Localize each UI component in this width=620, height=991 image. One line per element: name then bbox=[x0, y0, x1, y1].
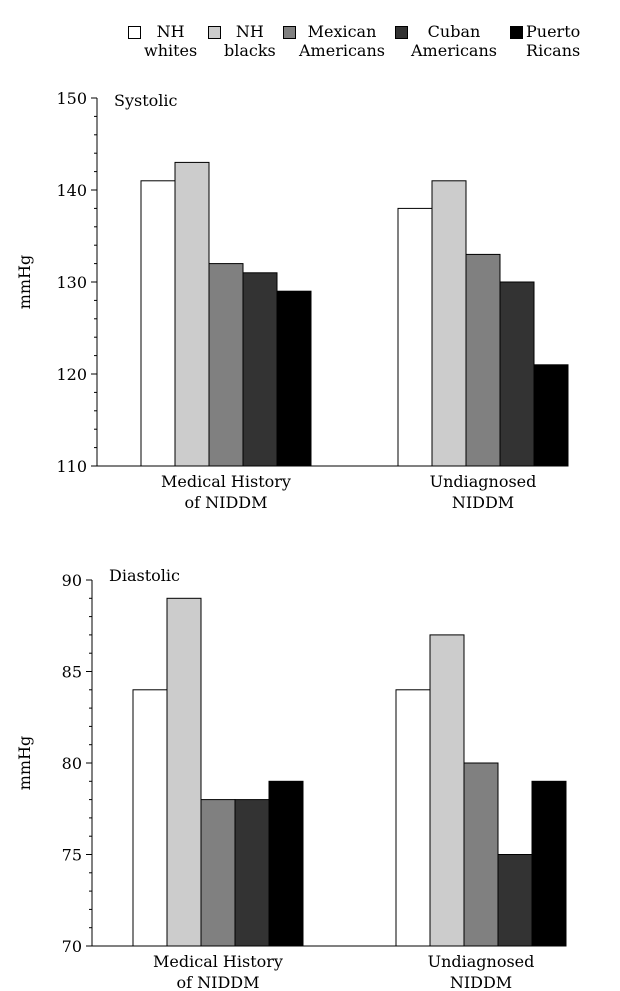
category-label-line2: of NIDDM bbox=[185, 493, 268, 512]
bar-0-1-0 bbox=[174, 161, 210, 467]
y-tick-label: 110 bbox=[56, 457, 87, 476]
bar-0-2-1 bbox=[465, 253, 501, 467]
bar-0-3-1 bbox=[499, 281, 535, 467]
bar-0-3-0 bbox=[242, 272, 278, 467]
legend-swatch-puerto-ricans bbox=[510, 26, 523, 39]
legend-swatch-nh-whites bbox=[128, 26, 141, 39]
legend-label-line1: Puerto bbox=[526, 22, 581, 41]
y-tick-label: 85 bbox=[62, 663, 82, 682]
legend-label-line2: blacks bbox=[224, 41, 276, 60]
legend-label-nh-whites: NH whites bbox=[144, 22, 197, 60]
y-tick-label: 120 bbox=[56, 365, 87, 384]
bar-1-0-0 bbox=[132, 689, 168, 947]
legend: NH whites NH blacks Mexican Americans Cuban… bbox=[128, 22, 608, 62]
legend-label-line1: Cuban bbox=[427, 22, 481, 41]
legend-label-line2: Americans bbox=[411, 41, 497, 60]
category-label-line1: Medical History bbox=[161, 472, 291, 491]
bar-1-3-1 bbox=[497, 854, 533, 947]
bar-1-4-0 bbox=[268, 780, 304, 947]
legend-swatch-mexican-americans bbox=[283, 26, 296, 39]
legend-label-nh-blacks: NH blacks bbox=[224, 22, 276, 60]
legend-label-cuban-americans: Cuban Americans bbox=[411, 22, 497, 60]
legend-label-line2: Americans bbox=[299, 41, 385, 60]
legend-swatch-nh-blacks bbox=[208, 26, 221, 39]
bar-0-2-0 bbox=[208, 263, 244, 467]
y-axis-label: mmHg bbox=[15, 255, 34, 310]
legend-label-puerto-ricans: Puerto Ricans bbox=[526, 22, 580, 60]
y-tick-label: 70 bbox=[62, 937, 82, 956]
category-label-line1: Undiagnosed bbox=[430, 472, 537, 491]
category-label-line2: NIDDM bbox=[450, 973, 512, 991]
y-tick-label: 75 bbox=[62, 846, 82, 865]
legend-label-line2: Ricans bbox=[526, 41, 581, 60]
y-tick-label: 90 bbox=[62, 571, 82, 590]
y-tick-label: 130 bbox=[56, 273, 87, 292]
bar-1-0-1 bbox=[395, 689, 431, 947]
legend-label-line2: whites bbox=[144, 41, 198, 60]
bar-0-4-1 bbox=[533, 364, 569, 467]
chart-title: Systolic bbox=[114, 91, 178, 110]
bar-1-2-0 bbox=[200, 799, 236, 947]
bar-1-3-0 bbox=[234, 799, 270, 947]
chart-title: Diastolic bbox=[109, 566, 180, 585]
bar-1-4-1 bbox=[531, 780, 567, 947]
y-tick-label: 150 bbox=[56, 89, 87, 108]
category-label-line2: of NIDDM bbox=[177, 973, 260, 991]
bar-0-4-0 bbox=[276, 290, 312, 467]
y-tick-label: 80 bbox=[62, 754, 82, 773]
bar-1-1-1 bbox=[429, 634, 465, 947]
y-axis-label: mmHg bbox=[15, 736, 34, 791]
category-label-line1: Undiagnosed bbox=[428, 952, 535, 971]
bar-0-0-1 bbox=[397, 207, 433, 467]
bar-1-2-1 bbox=[463, 762, 499, 947]
bar-0-1-1 bbox=[431, 180, 467, 467]
category-label-line1: Medical History bbox=[153, 952, 283, 971]
bar-1-1-0 bbox=[166, 597, 202, 947]
legend-label-mexican-americans: Mexican Americans bbox=[299, 22, 385, 60]
y-tick-label: 140 bbox=[56, 181, 87, 200]
category-label-line2: NIDDM bbox=[452, 493, 514, 512]
legend-label-line1: NH bbox=[156, 22, 185, 41]
legend-label-line1: NH bbox=[235, 22, 264, 41]
legend-swatch-cuban-americans bbox=[395, 26, 408, 39]
legend-label-line1: Mexican bbox=[307, 22, 377, 41]
bar-0-0-0 bbox=[140, 180, 176, 467]
